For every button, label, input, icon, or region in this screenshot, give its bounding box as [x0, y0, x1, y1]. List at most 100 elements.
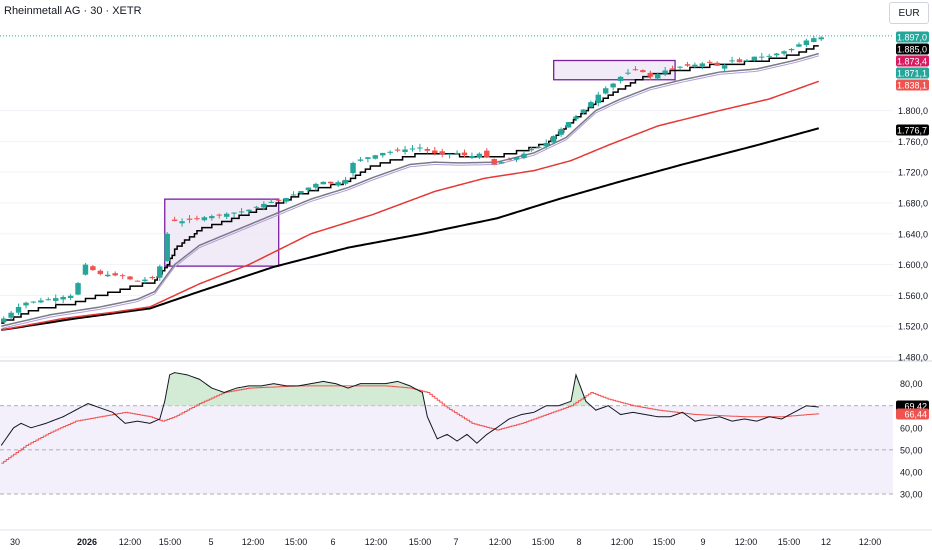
x-tick-label: 12:00: [242, 537, 265, 547]
candle-body: [692, 64, 698, 67]
x-tick-label: 15:00: [159, 537, 182, 547]
candle-body: [707, 61, 713, 63]
candle-body: [105, 274, 111, 277]
x-tick-label: 12: [821, 537, 831, 547]
candle-body: [157, 266, 163, 278]
x-tick-label: 7: [453, 537, 458, 547]
range-box: [164, 198, 280, 267]
price-label: 1.873,4: [897, 57, 927, 67]
candle-body: [313, 183, 319, 188]
candle-body: [655, 73, 661, 79]
candle-body: [640, 70, 646, 73]
rsi-value-label: 66,44: [904, 410, 927, 420]
candle-body: [112, 273, 118, 276]
candle-body: [186, 218, 193, 220]
candle-body: [788, 48, 795, 51]
candle-body: [781, 51, 787, 54]
price-tick-label: 1.760,0: [898, 137, 928, 147]
candle-body: [550, 135, 557, 143]
candle-body: [506, 159, 512, 161]
price-tick-label: 1.520,0: [898, 322, 928, 332]
candle-body: [82, 264, 89, 275]
ema-gray-line: [1, 52, 819, 327]
candle-body: [476, 153, 483, 158]
rsi-label-tag: [896, 408, 929, 420]
candle-body: [60, 296, 66, 300]
candle-body: [149, 277, 156, 279]
x-tick-label: 12:00: [119, 537, 142, 547]
candle-body: [119, 275, 126, 277]
candle-body: [617, 76, 624, 81]
candle-body: [67, 295, 74, 298]
candle-body: [580, 109, 587, 113]
candle-body: [127, 276, 133, 280]
candle-body: [342, 179, 349, 184]
candle-body: [417, 147, 423, 149]
price-tick-label: 1.480,0: [898, 353, 928, 363]
price-label-tag: [896, 43, 929, 55]
candle-body: [290, 194, 297, 196]
candle-body: [439, 151, 445, 155]
candle-body: [253, 206, 260, 208]
price-label-tag: [896, 55, 929, 67]
x-tick-label: 5: [208, 537, 213, 547]
candle-body: [201, 217, 208, 221]
candle-body: [714, 62, 720, 66]
currency-button[interactable]: EUR: [889, 2, 929, 24]
candle-body: [610, 83, 616, 88]
price-tick-label: 1.720,0: [898, 168, 928, 178]
candle-body: [602, 88, 609, 94]
x-tick-label: 30: [10, 537, 20, 547]
ema-purple-line: [1, 55, 819, 329]
candle-body: [536, 146, 542, 148]
candle-body: [469, 156, 475, 157]
price-label: 1.885,0: [897, 45, 927, 55]
ema-fast-line: [1, 45, 819, 324]
candle-body: [231, 212, 237, 214]
candle-body: [424, 148, 431, 151]
candle-body: [8, 312, 14, 318]
candle-body: [171, 219, 178, 221]
candle-body: [736, 59, 743, 63]
price-tick-label: 1.680,0: [898, 198, 928, 208]
price-tick-label: 1.800,0: [898, 106, 928, 116]
rsi-tick-label: 80,00: [900, 379, 923, 389]
candle-body: [461, 152, 468, 156]
candle-body: [179, 221, 185, 224]
candle-body: [387, 151, 393, 153]
candle-body: [558, 129, 564, 135]
candle-body: [818, 37, 824, 40]
price-label: 1.838,1: [897, 81, 927, 91]
candle-body: [513, 157, 520, 160]
candle-body: [223, 213, 230, 217]
candle-body: [164, 233, 170, 261]
symbol-title: Rheinmetall AG · 30 · XETR: [4, 5, 142, 17]
candle-body: [565, 122, 572, 128]
candle-body: [684, 64, 691, 66]
candle-body: [759, 56, 765, 58]
rsi-ma-line: [1, 385, 820, 464]
x-tick-label: 6: [330, 537, 335, 547]
x-tick-label: 12:00: [735, 537, 758, 547]
candle-body: [216, 214, 222, 216]
candle-body: [721, 65, 728, 69]
candle-body: [261, 203, 267, 208]
price-label-tag: [896, 79, 929, 91]
candle-body: [409, 148, 416, 150]
x-tick-label: 12:00: [859, 537, 882, 547]
candle-body: [677, 66, 683, 68]
price-label-tag: [896, 124, 929, 136]
x-tick-label: 15:00: [778, 537, 801, 547]
x-tick-label: 2026: [77, 537, 97, 547]
candle-body: [521, 153, 527, 159]
rsi-line: [0, 372, 819, 446]
ema-red-line: [1, 80, 820, 331]
candle-body: [142, 279, 148, 281]
candle-body: [320, 181, 327, 185]
candle-body: [209, 216, 215, 219]
candle-body: [632, 69, 639, 71]
x-tick-label: 15:00: [409, 537, 432, 547]
candle-body: [238, 211, 245, 213]
candle-body: [38, 300, 44, 303]
